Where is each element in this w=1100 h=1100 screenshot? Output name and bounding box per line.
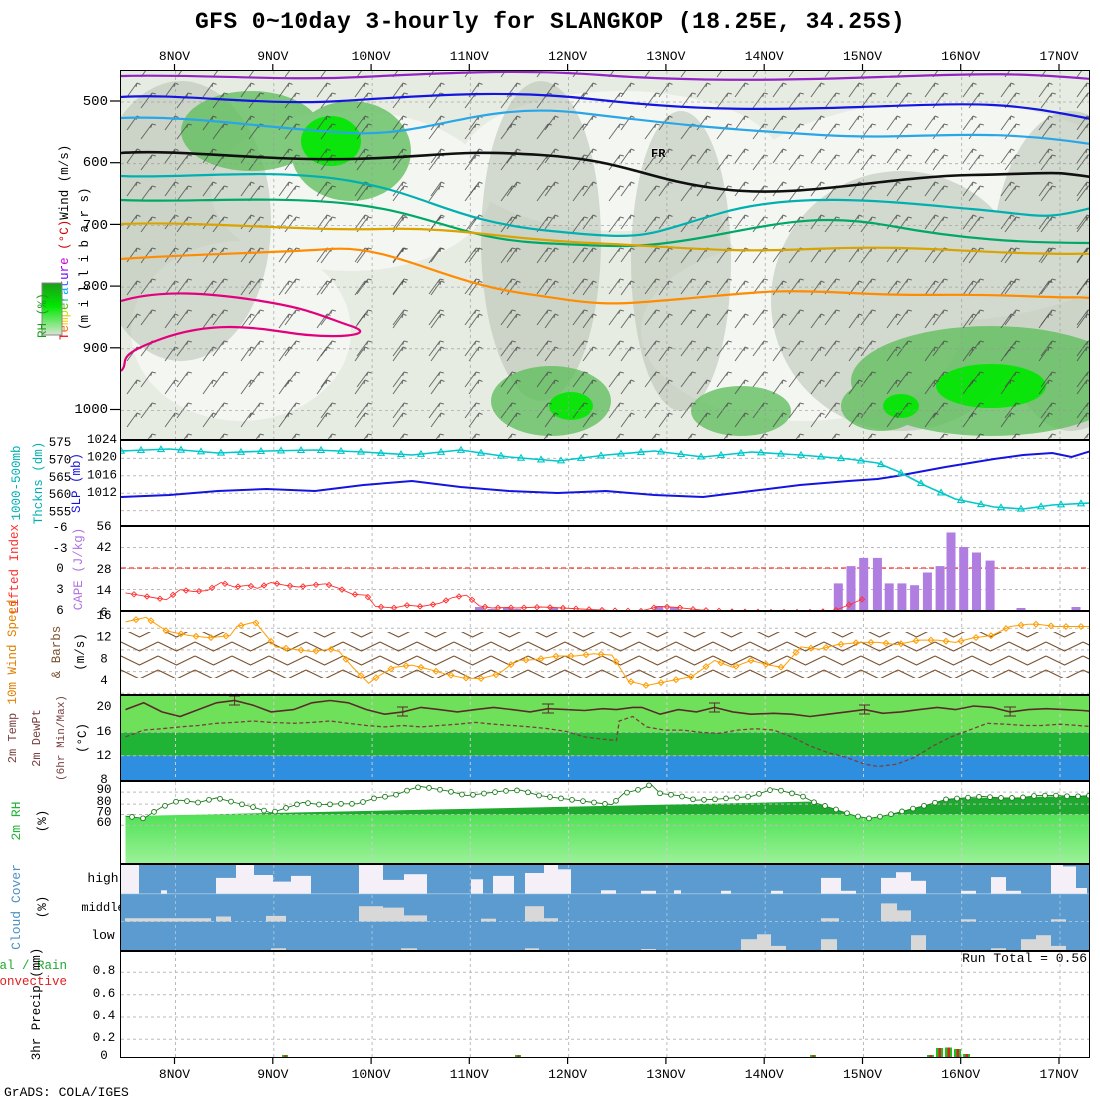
svg-text:15NOV: 15NOV <box>843 49 882 64</box>
svg-text:8: 8 <box>100 652 108 666</box>
svg-text:14NOV: 14NOV <box>745 49 784 64</box>
svg-text:9NOV: 9NOV <box>257 1067 288 1082</box>
svg-text:(m/s): (m/s) <box>74 633 88 671</box>
svg-text:12NOV: 12NOV <box>548 1067 587 1082</box>
svg-text:17NOV: 17NOV <box>1039 49 1078 64</box>
svg-text:1024: 1024 <box>87 433 117 447</box>
svg-text:570: 570 <box>49 453 72 467</box>
svg-text:20: 20 <box>96 700 111 714</box>
svg-text:8NOV: 8NOV <box>159 49 190 64</box>
svg-text:565: 565 <box>49 471 72 485</box>
svg-text:17NOV: 17NOV <box>1039 1067 1078 1082</box>
svg-text:0.6: 0.6 <box>93 987 116 1001</box>
svg-text:4: 4 <box>100 674 108 688</box>
svg-text:2m RH: 2m RH <box>9 801 24 840</box>
svg-text:28: 28 <box>96 563 111 577</box>
svg-text:1012: 1012 <box>87 486 117 500</box>
svg-text:0.8: 0.8 <box>93 964 116 978</box>
svg-text:& Barbs: & Barbs <box>50 626 64 679</box>
svg-text:14: 14 <box>96 584 111 598</box>
svg-text:60: 60 <box>96 816 111 830</box>
svg-text:(°C): (°C) <box>76 723 90 753</box>
svg-text:1016: 1016 <box>87 468 117 482</box>
svg-text:13NOV: 13NOV <box>646 1067 685 1082</box>
svg-text:13NOV: 13NOV <box>646 49 685 64</box>
svg-text:(m i l l i b a r s): (m i l l i b a r s) <box>78 187 92 330</box>
svg-text:9NOV: 9NOV <box>257 49 288 64</box>
svg-text:0: 0 <box>56 562 64 576</box>
svg-text:Run Total = 0.56: Run Total = 0.56 <box>962 952 1087 966</box>
svg-text:56: 56 <box>96 520 111 534</box>
svg-text:1000-500mb: 1000-500mb <box>10 445 24 520</box>
svg-text:10m Wind Speed: 10m Wind Speed <box>6 599 20 704</box>
svg-text:-6: -6 <box>52 521 67 535</box>
svg-text:12NOV: 12NOV <box>548 49 587 64</box>
svg-text:1020: 1020 <box>87 451 117 465</box>
svg-text:high: high <box>87 871 118 886</box>
svg-text:11NOV: 11NOV <box>450 49 489 64</box>
svg-text:Thckns (dm): Thckns (dm) <box>32 442 46 525</box>
svg-text:12: 12 <box>96 749 111 763</box>
svg-text:0.2: 0.2 <box>93 1031 116 1045</box>
svg-text:Cloud Cover: Cloud Cover <box>9 864 24 950</box>
svg-text:CAPE (J/kg): CAPE (J/kg) <box>72 528 86 611</box>
svg-text:15NOV: 15NOV <box>843 1067 882 1082</box>
svg-text:16NOV: 16NOV <box>941 1067 980 1082</box>
svg-text:10NOV: 10NOV <box>352 1067 391 1082</box>
svg-text:3: 3 <box>56 583 64 597</box>
svg-text:middle: middle <box>81 901 124 915</box>
svg-text:(%): (%) <box>36 810 50 833</box>
svg-text:0.4: 0.4 <box>93 1009 116 1023</box>
svg-text:16: 16 <box>96 725 111 739</box>
svg-text:12: 12 <box>96 631 111 645</box>
svg-text:(%): (%) <box>36 896 50 919</box>
svg-text:16: 16 <box>96 609 111 623</box>
svg-text:-3: -3 <box>52 542 67 556</box>
svg-text:575: 575 <box>49 436 72 450</box>
svg-text:42: 42 <box>96 541 111 555</box>
svg-text:16NOV: 16NOV <box>941 49 980 64</box>
svg-text:2m DewPt: 2m DewPt <box>30 709 44 767</box>
svg-text:10NOV: 10NOV <box>352 49 391 64</box>
svg-text:SLP (mb): SLP (mb) <box>70 453 84 513</box>
svg-text:3hr Precip (mm): 3hr Precip (mm) <box>30 948 44 1061</box>
svg-text:555: 555 <box>49 506 72 520</box>
svg-text:RH (%): RH (%) <box>36 293 50 338</box>
svg-text:11NOV: 11NOV <box>450 1067 489 1082</box>
svg-text:2m Temp: 2m Temp <box>6 713 20 763</box>
svg-text:8NOV: 8NOV <box>159 1067 190 1082</box>
svg-text:(6hr Min/Max): (6hr Min/Max) <box>56 695 68 781</box>
svg-text:FR: FR <box>651 147 666 161</box>
svg-text:14NOV: 14NOV <box>745 1067 784 1082</box>
svg-text:560: 560 <box>49 488 72 502</box>
svg-text:low: low <box>91 928 115 943</box>
